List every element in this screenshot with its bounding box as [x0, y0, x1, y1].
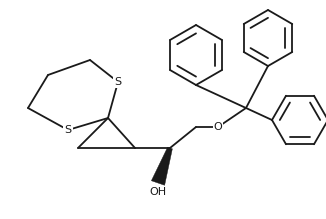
Text: S: S — [65, 125, 72, 135]
Text: O: O — [214, 122, 222, 132]
Text: OH: OH — [149, 187, 167, 197]
Text: S: S — [114, 77, 122, 87]
Polygon shape — [151, 147, 172, 185]
